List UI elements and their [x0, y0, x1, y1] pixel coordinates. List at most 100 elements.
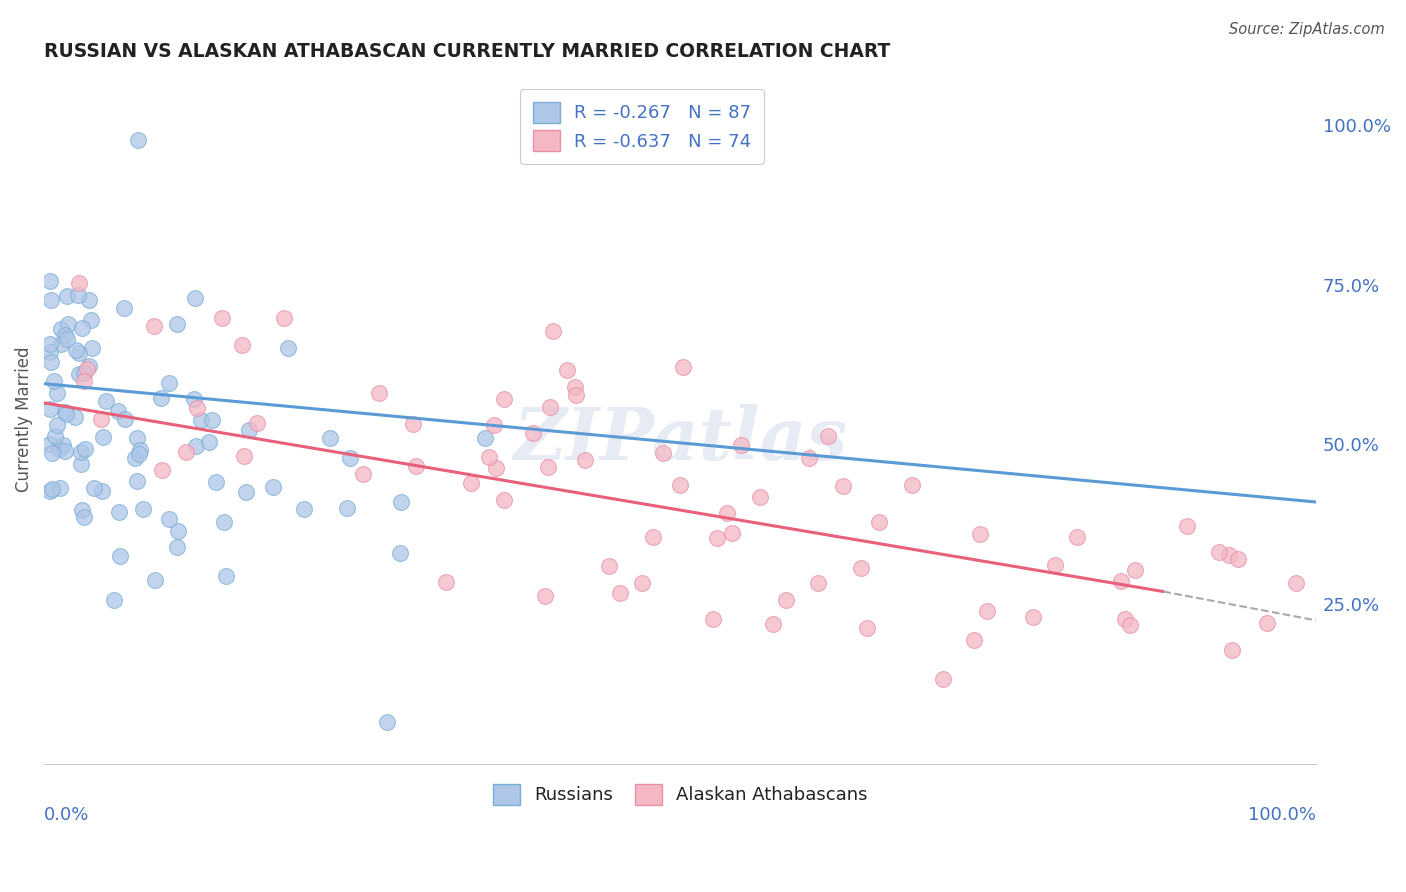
Point	[65, 343, 87, 357]
Point	[339, 451, 361, 466]
Y-axis label: Currently Married: Currently Married	[15, 346, 32, 491]
Point	[114, 412, 136, 426]
Point	[831, 478, 853, 492]
Point	[48, 442, 70, 456]
Point	[80, 341, 103, 355]
Point	[66, 288, 89, 302]
Point	[79, 313, 101, 327]
Point	[166, 317, 188, 331]
Point	[1175, 519, 1198, 533]
Text: 100.0%: 100.0%	[1249, 805, 1316, 823]
Point	[51, 337, 73, 351]
Point	[73, 442, 96, 457]
Point	[55, 408, 77, 422]
Point	[112, 301, 135, 315]
Point	[166, 540, 188, 554]
Point	[775, 593, 797, 607]
Point	[76, 362, 98, 376]
Point	[63, 410, 86, 425]
Point	[1021, 609, 1043, 624]
Point	[70, 457, 93, 471]
Point	[1066, 530, 1088, 544]
Point	[52, 438, 75, 452]
Legend: Russians, Alaskan Athabascans: Russians, Alaskan Athabascans	[479, 772, 880, 817]
Point	[67, 276, 90, 290]
Point	[142, 318, 165, 333]
Point	[150, 391, 173, 405]
Point	[70, 320, 93, 334]
Point	[534, 590, 557, 604]
Point	[73, 510, 96, 524]
Point	[1218, 548, 1240, 562]
Point	[538, 401, 561, 415]
Point	[292, 501, 315, 516]
Point	[129, 443, 152, 458]
Point	[564, 380, 586, 394]
Point	[90, 483, 112, 498]
Point	[70, 444, 93, 458]
Point	[215, 568, 238, 582]
Point	[201, 413, 224, 427]
Point	[537, 459, 560, 474]
Point	[44, 429, 66, 443]
Point	[41, 446, 63, 460]
Point	[762, 617, 785, 632]
Point	[77, 293, 100, 307]
Point	[668, 477, 690, 491]
Point	[492, 492, 515, 507]
Point	[1220, 643, 1243, 657]
Text: 0.0%: 0.0%	[44, 805, 90, 823]
Point	[1111, 574, 1133, 588]
Point	[541, 324, 564, 338]
Point	[58, 318, 80, 332]
Point	[150, 462, 173, 476]
Point	[375, 715, 398, 730]
Point	[39, 402, 62, 417]
Point	[125, 431, 148, 445]
Text: ZIPatlas: ZIPatlas	[513, 404, 848, 475]
Point	[183, 291, 205, 305]
Point	[77, 359, 100, 373]
Point	[128, 447, 150, 461]
Point	[127, 133, 149, 147]
Point	[39, 437, 62, 451]
Point	[183, 392, 205, 406]
Point	[402, 417, 425, 432]
Point	[176, 445, 198, 459]
Point	[976, 605, 998, 619]
Point	[868, 515, 890, 529]
Point	[672, 359, 695, 374]
Point	[336, 501, 359, 516]
Point	[132, 502, 155, 516]
Point	[474, 431, 496, 445]
Point	[598, 559, 620, 574]
Point	[55, 288, 77, 302]
Point	[246, 416, 269, 430]
Point	[73, 374, 96, 388]
Point	[70, 503, 93, 517]
Point	[53, 405, 76, 419]
Point	[460, 476, 482, 491]
Point	[39, 344, 62, 359]
Point	[277, 341, 299, 355]
Point	[39, 274, 62, 288]
Point	[434, 574, 457, 589]
Point	[652, 446, 675, 460]
Point	[1208, 545, 1230, 559]
Point	[238, 423, 260, 437]
Text: RUSSIAN VS ALASKAN ATHABASCAN CURRENTLY MARRIED CORRELATION CHART: RUSSIAN VS ALASKAN ATHABASCAN CURRENTLY …	[44, 42, 890, 61]
Point	[702, 612, 724, 626]
Point	[91, 430, 114, 444]
Point	[167, 524, 190, 538]
Point	[107, 404, 129, 418]
Point	[90, 411, 112, 425]
Point	[797, 451, 820, 466]
Point	[94, 394, 117, 409]
Point	[1119, 617, 1142, 632]
Point	[478, 450, 501, 464]
Point	[83, 481, 105, 495]
Point	[849, 561, 872, 575]
Point	[555, 362, 578, 376]
Point	[39, 355, 62, 369]
Point	[1125, 564, 1147, 578]
